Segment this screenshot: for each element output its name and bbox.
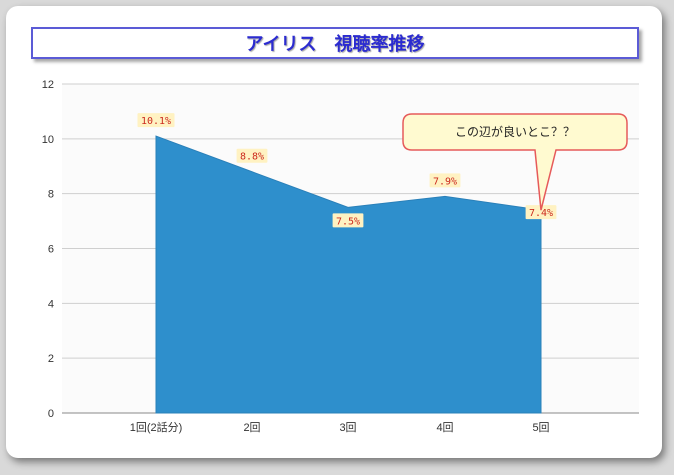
y-tick-label: 10 <box>42 134 54 146</box>
data-label: 10.1% <box>141 116 171 127</box>
chart-title: アイリス 視聴率推移 <box>245 34 425 55</box>
series-area <box>155 135 542 414</box>
y-tick-label: 4 <box>48 298 54 310</box>
data-label: 7.5% <box>336 216 360 227</box>
data-label-bg <box>429 173 461 188</box>
data-label: 8.8% <box>240 152 264 163</box>
data-label-bg <box>236 148 268 163</box>
x-tick-label: 4回 <box>436 421 453 434</box>
annotation-callout: この辺が良いとこ？？ <box>402 113 628 211</box>
chart-title-box: アイリス 視聴率推移 <box>31 27 639 59</box>
x-tick-label: 2回 <box>243 421 260 434</box>
callout-bubble <box>402 113 628 211</box>
callout-text: この辺が良いとこ？？ <box>455 124 575 139</box>
data-label-bg <box>137 113 175 128</box>
y-axis: 0 2 4 6 8 10 12 <box>42 79 54 420</box>
x-tick-label: 1回(2話分) <box>130 420 183 434</box>
data-labels: 10.1% 8.8% 7.5% 7.9% 7.4% <box>137 113 557 228</box>
x-axis: 1回(2話分) 2回 3回 4回 5回 <box>130 420 550 434</box>
y-tick-label: 12 <box>42 79 54 91</box>
x-tick-label: 3回 <box>339 421 356 434</box>
data-label-bg <box>525 205 557 220</box>
data-label: 7.4% <box>529 208 553 219</box>
x-tick-label: 5回 <box>532 421 549 434</box>
y-tick-label: 6 <box>48 244 54 256</box>
y-tick-label: 2 <box>48 353 54 365</box>
data-label: 7.9% <box>433 176 457 187</box>
area-series <box>155 135 542 414</box>
data-label-bg <box>332 213 364 228</box>
y-tick-label: 0 <box>48 408 54 420</box>
y-tick-label: 8 <box>48 189 54 201</box>
